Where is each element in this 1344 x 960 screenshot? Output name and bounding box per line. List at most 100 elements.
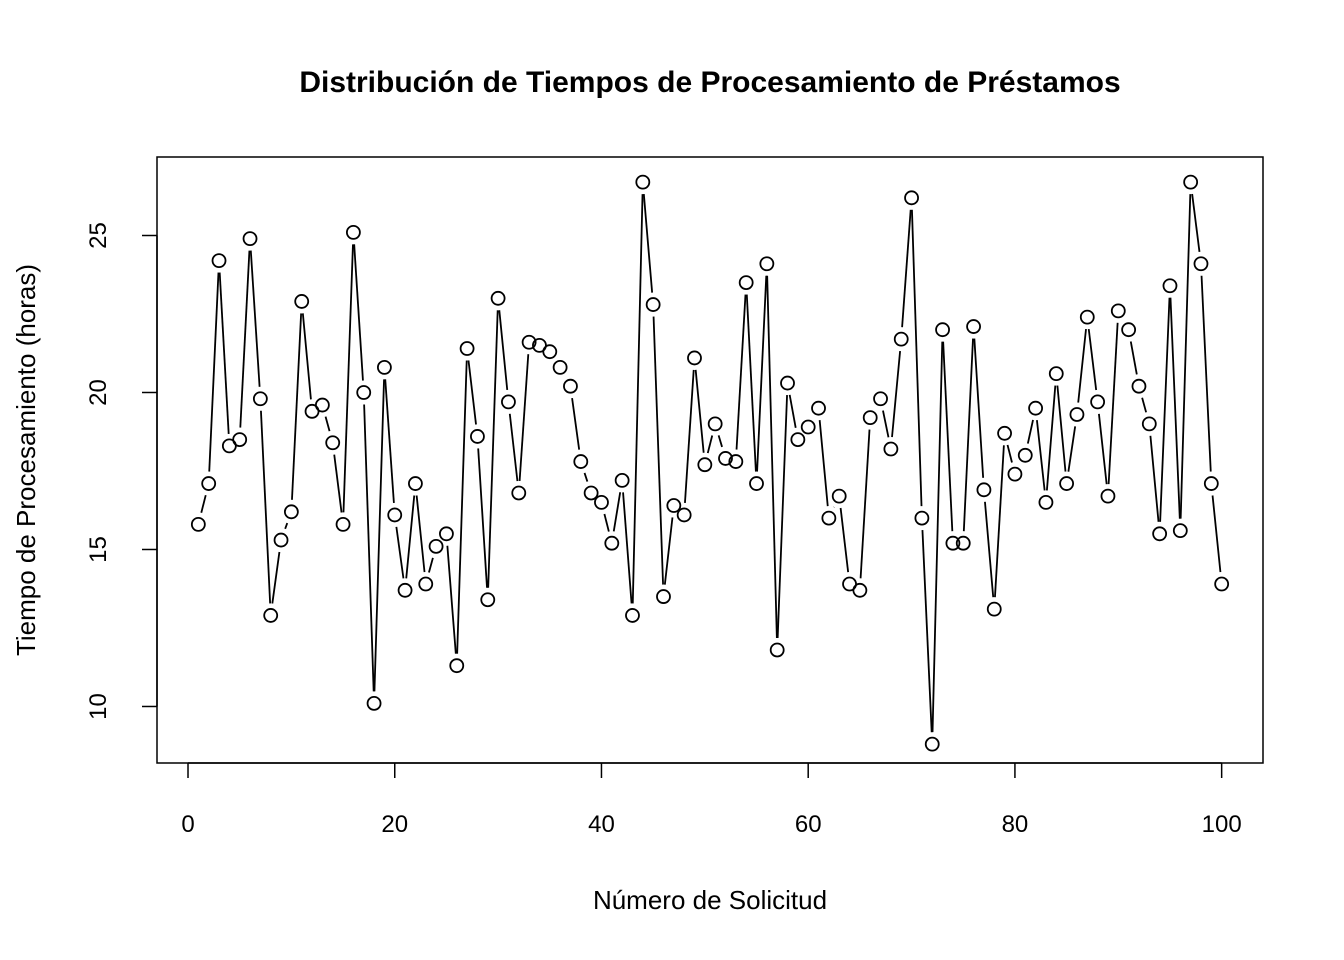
- data-point: [1110, 303, 1126, 319]
- data-point: [604, 535, 620, 551]
- data-point: [1203, 476, 1219, 491]
- line-segment: [498, 310, 509, 391]
- data-point: [459, 341, 475, 356]
- line-segment: [208, 272, 220, 472]
- data-point: [986, 601, 1002, 617]
- x-tick-label: 100: [1202, 811, 1242, 838]
- data-point: [645, 297, 661, 312]
- data-point: [852, 582, 868, 598]
- line-segment: [284, 522, 289, 530]
- y-tick-label: 20: [85, 379, 112, 406]
- data-point: [273, 532, 289, 548]
- line-segment: [239, 250, 251, 428]
- data-point: [345, 224, 361, 240]
- data-point: [687, 350, 702, 366]
- y-tick-label: 25: [85, 222, 112, 249]
- line-segment: [839, 507, 850, 573]
- line-segment: [467, 360, 477, 425]
- line-segment: [622, 492, 633, 604]
- data-point: [1121, 322, 1137, 338]
- data-point: [966, 319, 981, 334]
- line-segment: [271, 551, 281, 604]
- line-segment: [931, 341, 944, 733]
- data-point: [728, 454, 744, 469]
- data-point: [232, 432, 248, 447]
- line-segment: [652, 316, 664, 585]
- data-point: [1048, 366, 1064, 382]
- data-point: [542, 344, 558, 360]
- y-tick-label: 10: [85, 693, 112, 720]
- data-point: [831, 488, 847, 504]
- line-segment: [756, 275, 768, 472]
- line-segment: [477, 448, 488, 588]
- data-point: [501, 394, 516, 410]
- line-segment: [301, 313, 312, 400]
- data-point: [707, 416, 723, 432]
- line-segment: [1107, 322, 1119, 485]
- data-point: [883, 441, 899, 457]
- line-segment: [395, 526, 405, 579]
- line-segment: [973, 338, 985, 478]
- data-point: [914, 510, 930, 526]
- line-segment: [342, 244, 354, 513]
- series-line-segments: [200, 193, 1222, 733]
- data-point: [1090, 394, 1106, 410]
- data-point: [490, 290, 506, 306]
- line-segment: [218, 272, 230, 434]
- line-segment: [324, 416, 331, 432]
- data-point: [1152, 526, 1168, 542]
- line-segment: [962, 338, 974, 532]
- line-segment: [612, 492, 622, 532]
- line-segment: [911, 209, 923, 507]
- line-segment: [571, 397, 581, 450]
- data-point: [573, 454, 589, 469]
- data-point: [614, 473, 630, 488]
- data-point: [594, 494, 609, 510]
- data-point: [862, 410, 878, 426]
- line-segment: [1067, 426, 1077, 472]
- data-point: [325, 435, 341, 451]
- data-point: [521, 334, 537, 350]
- line-segment: [766, 275, 778, 638]
- data-point: [552, 359, 568, 375]
- line-segment: [1006, 444, 1013, 463]
- data-point: [656, 589, 671, 604]
- data-point: [397, 582, 413, 598]
- line-segment: [1129, 341, 1138, 375]
- line-segment: [1077, 328, 1087, 403]
- line-segment: [1141, 397, 1147, 413]
- data-point: [904, 190, 919, 206]
- data-point: [635, 174, 651, 190]
- line-segment: [631, 194, 644, 604]
- data-point: [1038, 494, 1054, 510]
- x-tick-label: 80: [1002, 811, 1029, 838]
- line-segment: [446, 545, 457, 654]
- line-segment: [942, 341, 954, 532]
- line-segment: [1045, 385, 1057, 491]
- line-segment: [1179, 194, 1192, 519]
- data-point: [201, 476, 217, 491]
- data-point: [1183, 174, 1199, 190]
- data-point: [252, 391, 268, 407]
- data-point: [294, 294, 310, 309]
- data-point: [1131, 378, 1147, 394]
- data-point: [800, 419, 816, 435]
- line-segment: [583, 472, 589, 482]
- x-tick-label: 20: [381, 811, 408, 838]
- line-segment: [663, 517, 674, 585]
- y-tick-label: 15: [85, 536, 112, 563]
- line-segment: [735, 294, 747, 450]
- data-point: [211, 253, 227, 269]
- x-axis-label: Número de Solicitud: [593, 885, 827, 915]
- data-point: [583, 485, 599, 501]
- line-segment: [776, 395, 788, 639]
- data-point: [449, 658, 465, 674]
- data-point: [314, 397, 330, 413]
- data-point: [335, 516, 351, 532]
- data-point: [935, 322, 950, 338]
- data-point: [1028, 400, 1043, 416]
- line-segment: [882, 410, 890, 438]
- data-point: [821, 510, 837, 526]
- data-point: [780, 375, 795, 391]
